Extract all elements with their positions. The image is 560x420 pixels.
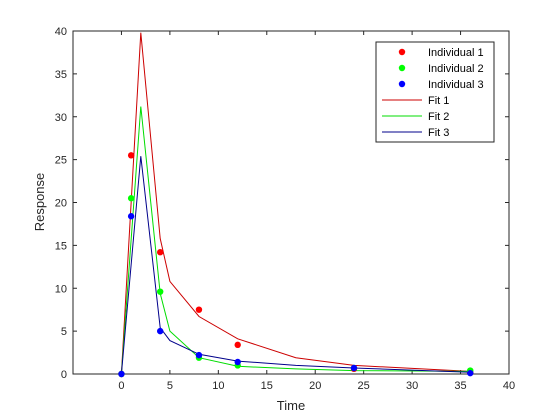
individual-3-point (234, 358, 241, 366)
legend-marker (398, 64, 406, 72)
x-tick-label: 10 (212, 380, 224, 392)
x-tick-label: 40 (503, 380, 515, 392)
axis-ticks: 0 5 10 15 20 25 30 35 40 0 5 10 15 20 25 30 35 40 (55, 26, 515, 392)
legend-marker (398, 48, 406, 56)
x-tick-label: 15 (261, 380, 273, 392)
y-tick-label: 35 (55, 69, 67, 81)
individual-3-point (350, 364, 358, 372)
individual-2-point (127, 195, 135, 202)
individual-3-point (157, 327, 164, 335)
legend: Individual 1 Individual 2 Individual 3 Fit … (375, 41, 495, 143)
legend-label: Individual 1 (428, 47, 484, 59)
legend-box (375, 41, 495, 143)
data-points (118, 152, 474, 378)
y-tick-label: 0 (61, 369, 67, 381)
individual-3-point (127, 213, 135, 220)
y-tick-label: 20 (55, 198, 67, 210)
individual-3-point (467, 369, 474, 377)
x-tick-label: 0 (118, 380, 124, 392)
y-tick-label: 40 (55, 26, 67, 38)
y-axis-title: Response (32, 173, 47, 232)
y-tick-label: 5 (61, 326, 67, 338)
x-tick-label: 25 (358, 380, 370, 392)
x-tick-label: 35 (454, 380, 466, 392)
y-tick-label: 10 (55, 283, 67, 295)
legend-label: Fit 3 (428, 127, 449, 139)
individual-2-point (157, 288, 164, 295)
individual-1-point (157, 249, 164, 256)
individual-3-point (195, 351, 203, 359)
y-tick-label: 25 (55, 155, 67, 167)
legend-label: Fit 2 (428, 111, 449, 123)
x-tick-label: 5 (167, 380, 173, 392)
x-axis-title: Time (277, 398, 305, 413)
individual-1-point (127, 152, 135, 159)
legend-label: Individual 2 (428, 63, 484, 75)
legend-label: Fit 1 (428, 95, 449, 107)
x-tick-label: 20 (309, 380, 321, 392)
individual-1-point (234, 341, 241, 349)
y-tick-label: 30 (55, 112, 67, 124)
individual-1-point (195, 306, 203, 313)
fit-line-1 (120, 32, 471, 375)
individual-3-point (118, 370, 125, 378)
legend-marker (398, 80, 406, 88)
y-tick-label: 15 (55, 240, 67, 252)
legend-label: Individual 3 (428, 79, 484, 91)
x-tick-label: 30 (406, 380, 418, 392)
